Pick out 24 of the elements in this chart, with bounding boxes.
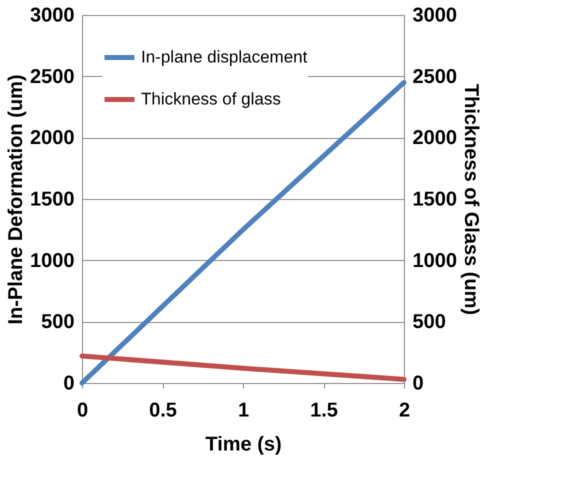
x-tick-label: 1 bbox=[238, 400, 250, 422]
x-axis-title: Time (s) bbox=[205, 434, 282, 456]
y-tick-label: 0 bbox=[63, 372, 74, 394]
legend-label: In-plane displacement bbox=[141, 48, 308, 66]
y-tick-label: 500 bbox=[41, 311, 74, 334]
y-tick-label: 1000 bbox=[30, 250, 74, 272]
x-tick-label: 2 bbox=[398, 400, 410, 422]
x-tick-label: 1.5 bbox=[310, 400, 338, 422]
legend-label: Thickness of glass bbox=[141, 90, 281, 108]
x-tick-label: 0 bbox=[76, 400, 88, 422]
y2-tick-label: 3000 bbox=[412, 4, 457, 26]
y2-tick-label: 0 bbox=[412, 372, 424, 394]
y2-tick-label: 1000 bbox=[412, 250, 457, 272]
y2-tick-label: 1500 bbox=[412, 188, 457, 210]
y-tick-label: 1500 bbox=[30, 188, 74, 210]
y2-axis-title: Thickness of Glass (um) bbox=[460, 84, 482, 316]
y-tick-label: 2000 bbox=[30, 127, 74, 150]
y-tick-label: 3000 bbox=[30, 4, 74, 26]
y-tick-label: 2500 bbox=[30, 66, 74, 88]
x-tick-label: 0.5 bbox=[149, 400, 177, 422]
y-axis-title: In-Plane Deformation (um) bbox=[5, 74, 28, 325]
y2-tick-label: 500 bbox=[412, 311, 446, 334]
y2-tick-label: 2000 bbox=[412, 127, 457, 150]
y2-tick-label: 2500 bbox=[412, 66, 457, 88]
